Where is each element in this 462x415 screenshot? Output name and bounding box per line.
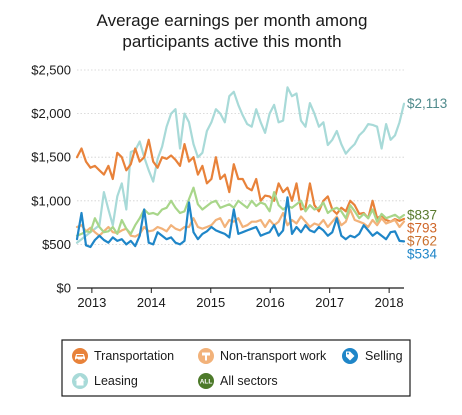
legend-label-leasing: Leasing: [94, 374, 138, 388]
x-tick-label: 2017: [315, 295, 344, 310]
all-badge-icon: ALL: [198, 373, 214, 389]
y-tick-label: $0: [57, 281, 71, 296]
series-line-all-sectors: [75, 186, 406, 237]
x-tick-label: 2018: [375, 295, 404, 310]
legend-label-non-transport-work: Non-transport work: [220, 349, 327, 363]
y-tick-label: $500: [42, 237, 71, 252]
legend-label-selling: Selling: [365, 349, 403, 363]
all-badge-text: ALL: [200, 379, 213, 386]
series-end-labels: $2,113 $837$793$762$534: [407, 96, 447, 261]
y-tick-label: $2,000: [31, 106, 71, 121]
house-icon: [72, 373, 88, 389]
x-tick-label: 2016: [256, 295, 285, 310]
series-line-non-transport-work: [75, 208, 406, 238]
x-tick-label: 2014: [137, 295, 166, 310]
end-label-selling: $534: [407, 247, 438, 262]
y-tick-label: $2,500: [31, 63, 71, 78]
y-tick-label: $1,000: [31, 193, 71, 208]
end-label-leasing: $2,113: [407, 96, 447, 111]
legend-label-all-sectors: All sectors: [220, 374, 278, 388]
legend-item-selling: Selling: [342, 348, 403, 364]
legend: Transportation Non-transport work Sellin…: [61, 339, 411, 397]
chart-title-line-1: Average earnings per month among: [97, 11, 368, 30]
end-label-all-sectors: $837: [407, 208, 437, 223]
x-tick-label: 2013: [77, 295, 106, 310]
chart-title-line-2: participants active this month: [122, 32, 341, 51]
end-label-non-transport-work: $762: [407, 234, 437, 249]
y-tick-label: $1,500: [31, 150, 71, 165]
series-line-leasing: [75, 86, 406, 244]
y-axis-tick-labels: $0 $500 $1,000 $1,500 $2,000 $2,500: [31, 63, 71, 296]
series-line-transportation: [75, 138, 406, 223]
x-axis: 2013 2014 2015 2016 2017 2018: [77, 287, 404, 310]
series-line-selling: [75, 196, 406, 249]
wrench-icon: [198, 348, 214, 364]
end-label-transportation: $793: [407, 221, 437, 236]
legend-label-transportation: Transportation: [94, 349, 174, 363]
car-icon: [72, 348, 88, 364]
legend-item-transportation: Transportation: [72, 348, 174, 364]
legend-item-leasing: Leasing: [72, 373, 138, 389]
series-lines: [75, 86, 406, 249]
legend-item-all-sectors: ALL All sectors: [198, 373, 278, 389]
legend-item-non-transport-work: Non-transport work: [198, 348, 327, 364]
x-tick-label: 2015: [196, 295, 225, 310]
tag-icon: [342, 348, 358, 364]
